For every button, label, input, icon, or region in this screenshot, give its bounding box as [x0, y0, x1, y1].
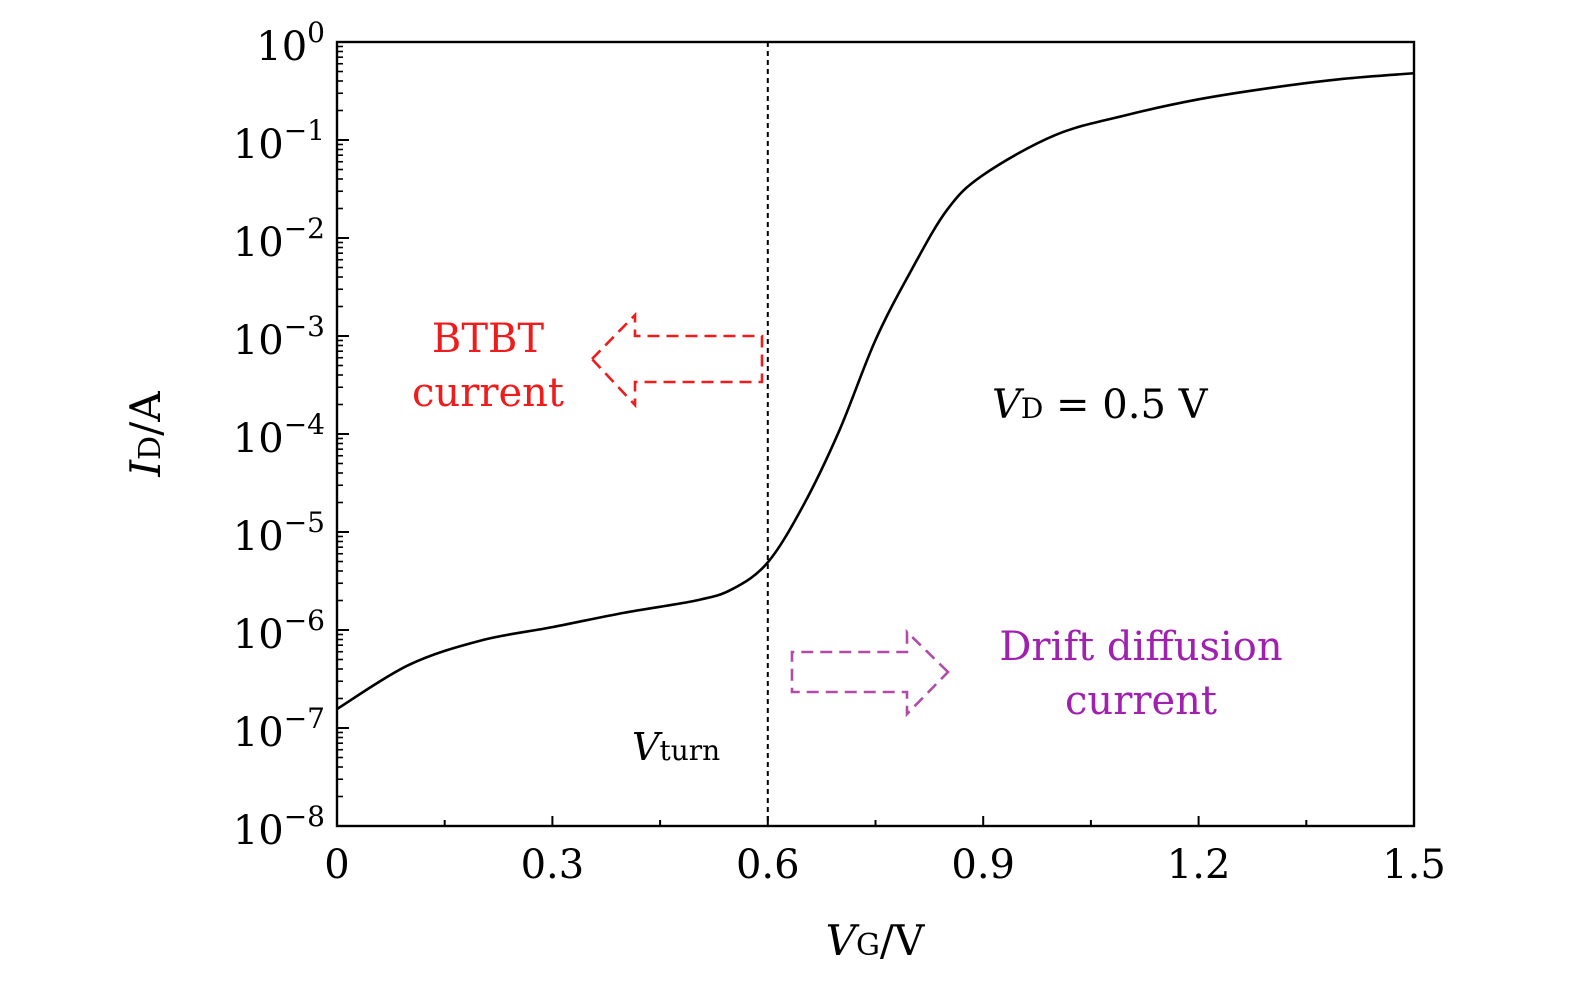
y-tick-label: 10−6 [233, 604, 325, 658]
ticks: 0 0.3 0.6 0.9 1.2 1.5 100 10−1 10−2 10−3 10−4 10−5 1… [233, 16, 1446, 888]
drift-diffusion-label-line1: Drift diffusion [999, 624, 1282, 670]
btbt-label-line2: current [412, 370, 564, 416]
drift-diffusion-label-line2: current [1065, 678, 1217, 724]
y-tick-label: 10−5 [233, 506, 325, 560]
axes [335, 40, 1416, 828]
plot-frame [335, 40, 1416, 828]
y-tick-label: 10−2 [233, 212, 325, 266]
x-tick-label: 1.2 [1167, 842, 1231, 888]
x-tick-label: 0 [324, 842, 349, 888]
y-tick-label: 10−3 [233, 310, 325, 364]
x-tick-label: 1.5 [1382, 842, 1446, 888]
x-tick-label: 0.9 [951, 842, 1015, 888]
series-line-id [336, 71, 1415, 711]
drift-diffusion-arrow [790, 628, 950, 718]
x-tick-label: 0.6 [736, 842, 800, 888]
btbt-label-line1: BTBT [432, 316, 544, 362]
y-tick-label: 10−4 [233, 408, 325, 462]
x-tick-label: 0.3 [521, 842, 585, 888]
y-tick-label: 10−7 [233, 702, 325, 756]
y-axis-label: ID/A [121, 391, 170, 478]
y-tick-label: 10−1 [233, 114, 325, 168]
x-axis-label: VG/V [826, 916, 925, 965]
btbt-arrow [590, 311, 764, 409]
vturn-label: Vturn [632, 725, 720, 769]
y-tick-label: 10−8 [233, 800, 325, 854]
y-tick-label: 100 [256, 16, 325, 70]
vd-annotation: VD = 0.5 V [992, 382, 1209, 428]
